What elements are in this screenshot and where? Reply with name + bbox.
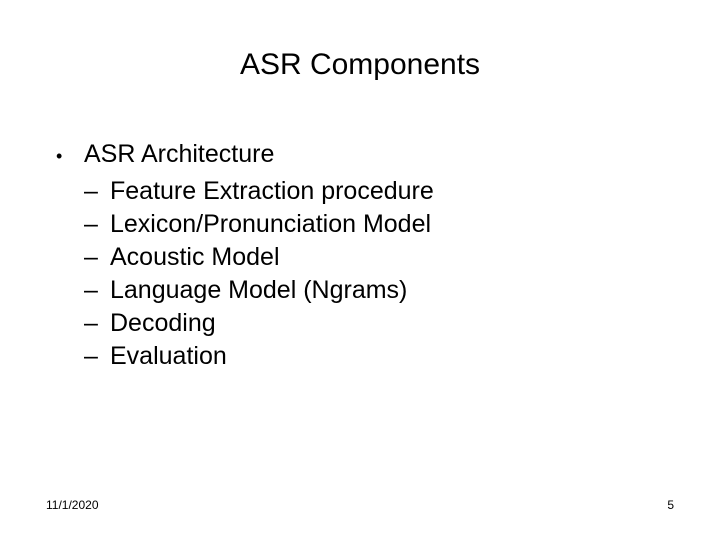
- dash-icon: –: [84, 307, 110, 340]
- bullet-level2: – Decoding: [84, 307, 670, 340]
- bullet-level1-text: ASR Architecture: [84, 138, 274, 171]
- bullet-level1: • ASR Architecture: [50, 138, 670, 171]
- dash-icon: –: [84, 274, 110, 307]
- bullet-level2: – Lexicon/Pronunciation Model: [84, 208, 670, 241]
- footer-page-number: 5: [667, 498, 674, 512]
- slide-title: ASR Components: [0, 48, 720, 82]
- bullet-level2: – Feature Extraction procedure: [84, 175, 670, 208]
- bullet-level2: – Acoustic Model: [84, 241, 670, 274]
- bullet-level2-text: Evaluation: [110, 340, 227, 373]
- dash-icon: –: [84, 175, 110, 208]
- slide: ASR Components • ASR Architecture – Feat…: [0, 0, 720, 540]
- dash-icon: –: [84, 208, 110, 241]
- bullet-level2-text: Feature Extraction procedure: [110, 175, 434, 208]
- bullet-level2: – Language Model (Ngrams): [84, 274, 670, 307]
- bullet-level2-text: Acoustic Model: [110, 241, 280, 274]
- dash-icon: –: [84, 241, 110, 274]
- bullet-level2: – Evaluation: [84, 340, 670, 373]
- bullet-dot-icon: •: [50, 142, 84, 171]
- footer-date: 11/1/2020: [46, 498, 99, 512]
- bullet-level2-text: Language Model (Ngrams): [110, 274, 407, 307]
- dash-icon: –: [84, 340, 110, 373]
- slide-body: • ASR Architecture – Feature Extraction …: [50, 138, 670, 373]
- bullet-level2-text: Lexicon/Pronunciation Model: [110, 208, 431, 241]
- bullet-level2-text: Decoding: [110, 307, 216, 340]
